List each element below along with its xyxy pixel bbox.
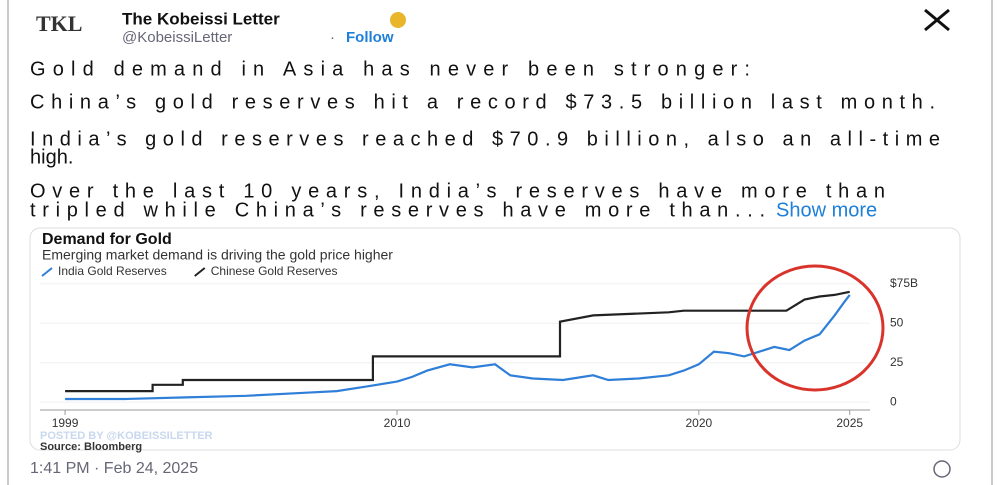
separator: · (330, 29, 335, 46)
x-tick-label: 1999 (52, 416, 79, 430)
follow-button[interactable]: Follow (346, 29, 394, 46)
post-text: India’s gold reserves reached $70.9 bill… (30, 128, 940, 150)
post-text: Gold demand in Asia has never been stron… (30, 58, 750, 80)
show-more[interactable]: Show more (776, 199, 877, 221)
series-line (65, 294, 851, 401)
series-line (65, 290, 850, 393)
y-tick-label: 25 (890, 355, 904, 369)
y-tick-label: $75B (890, 276, 918, 290)
y-tick-label: 0 (890, 394, 897, 408)
x-tick-label: 2020 (685, 416, 712, 430)
legend-swatch (41, 267, 53, 277)
x-logo[interactable] (924, 8, 950, 32)
source: Source: Bloomberg (40, 441, 142, 453)
legend-swatch (194, 267, 206, 277)
highlight-circle (745, 264, 885, 392)
author-name[interactable]: The Kobeissi Letter (122, 9, 280, 28)
info-icon[interactable] (933, 460, 951, 478)
logo: TKL (36, 11, 82, 36)
post-text: high. (30, 146, 73, 168)
legend-label: India Gold Reserves (58, 264, 167, 278)
author-handle[interactable]: @KobeissiLetter (122, 29, 232, 46)
chart-subtitle: Emerging market demand is driving the go… (42, 247, 393, 263)
y-tick-label: 50 (890, 315, 904, 329)
verified-badge (390, 12, 406, 28)
legend-label: Chinese Gold Reserves (211, 264, 338, 278)
timestamp[interactable]: 1:41 PM · Feb 24, 2025 (30, 460, 198, 477)
chart-title: Demand for Gold (42, 231, 172, 248)
x-tick-label: 2025 (836, 416, 863, 430)
watermark: POSTED BY @KOBEISSILETTER (40, 430, 213, 442)
x-tick-label: 2010 (384, 416, 411, 430)
